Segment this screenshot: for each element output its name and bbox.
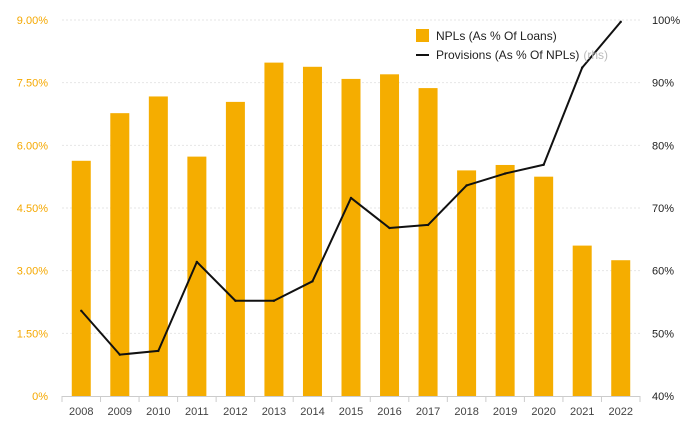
- axes: 9.00% 7.50% 6.00% 4.50% 3.00% 1.50% 0% 100% 90% 8…: [17, 15, 681, 418]
- x-tick-label: 2013: [262, 406, 286, 418]
- legend-label-provisions-text: Provisions (As % Of NPLs): [436, 48, 579, 62]
- bar-npl: [71, 160, 91, 396]
- point-provisions: [157, 349, 160, 353]
- bar-npl: [457, 170, 477, 396]
- point-provisions: [581, 66, 584, 69]
- x-tick-label: 2014: [300, 406, 324, 418]
- y-left-tick-label: 4.50%: [17, 203, 48, 215]
- bar-npl: [572, 245, 592, 396]
- y-right-tick-label: 70%: [652, 203, 674, 215]
- x-tick-label: 2020: [531, 406, 555, 418]
- bar-npl: [148, 96, 168, 396]
- bar-npl: [380, 74, 400, 397]
- y-right-tick-label: 90%: [652, 78, 674, 90]
- y-left-tick-label: 7.50%: [17, 78, 48, 90]
- point-provisions: [388, 226, 391, 230]
- line-series-provisions: [80, 20, 622, 356]
- point-provisions: [349, 196, 353, 200]
- bar-npl: [534, 176, 554, 396]
- bar-npl: [264, 62, 284, 396]
- legend-label-provisions-suffix: (rhs): [583, 48, 608, 62]
- x-tick-label: 2008: [69, 406, 93, 418]
- y-left-tick-label: 3.00%: [17, 266, 48, 278]
- y-right-tick-label: 50%: [652, 328, 674, 340]
- y-left-tick-label: 9.00%: [17, 15, 48, 27]
- legend-swatch-npls: [416, 29, 429, 42]
- point-provisions: [311, 280, 314, 283]
- y-left-tick-label: 0%: [32, 391, 48, 403]
- y-right-tick-label: 60%: [652, 266, 674, 278]
- point-provisions: [272, 299, 276, 302]
- point-provisions: [80, 309, 83, 312]
- y-right-tick-label: 40%: [652, 391, 674, 403]
- x-tick-label: 2017: [416, 406, 440, 418]
- y-right-tick-label: 80%: [652, 140, 674, 152]
- point-provisions: [234, 299, 237, 302]
- x-tick-label: 2011: [185, 406, 209, 418]
- bar-npl: [302, 66, 322, 397]
- point-provisions: [465, 184, 468, 187]
- y-left-tick-label: 1.50%: [17, 328, 48, 340]
- x-tick-label: 2019: [493, 406, 517, 418]
- bar-npl: [495, 164, 515, 396]
- y-right-tick-label: 100%: [652, 15, 680, 27]
- legend: NPLs (As % Of Loans) Provisions (As % Of…: [416, 29, 608, 62]
- bar-npl: [341, 78, 361, 396]
- legend-label-npls: NPLs (As % Of Loans): [436, 29, 557, 43]
- x-tick-label: 2010: [146, 406, 170, 418]
- x-tick-label: 2009: [108, 406, 132, 418]
- y-left-tick-label: 6.00%: [17, 140, 48, 152]
- point-provisions: [118, 353, 122, 356]
- x-tick-label: 2021: [570, 406, 594, 418]
- x-tick-label: 2016: [377, 406, 401, 418]
- point-provisions: [426, 223, 430, 227]
- point-provisions: [195, 260, 199, 264]
- x-tick-label: 2018: [454, 406, 478, 418]
- x-tick-label: 2022: [608, 406, 632, 418]
- bar-npl: [187, 156, 207, 396]
- point-provisions: [542, 163, 545, 166]
- legend-label-provisions: Provisions (As % Of NPLs) (rhs): [436, 48, 608, 62]
- x-tick-label: 2015: [339, 406, 363, 418]
- point-provisions: [503, 172, 507, 175]
- bar-npl: [418, 88, 438, 396]
- point-provisions: [619, 20, 622, 24]
- bar-series-npls: [71, 62, 631, 397]
- x-tick-label: 2012: [223, 406, 247, 418]
- bar-npl: [110, 113, 130, 397]
- bar-npl: [611, 260, 631, 396]
- bar-npl: [225, 101, 245, 396]
